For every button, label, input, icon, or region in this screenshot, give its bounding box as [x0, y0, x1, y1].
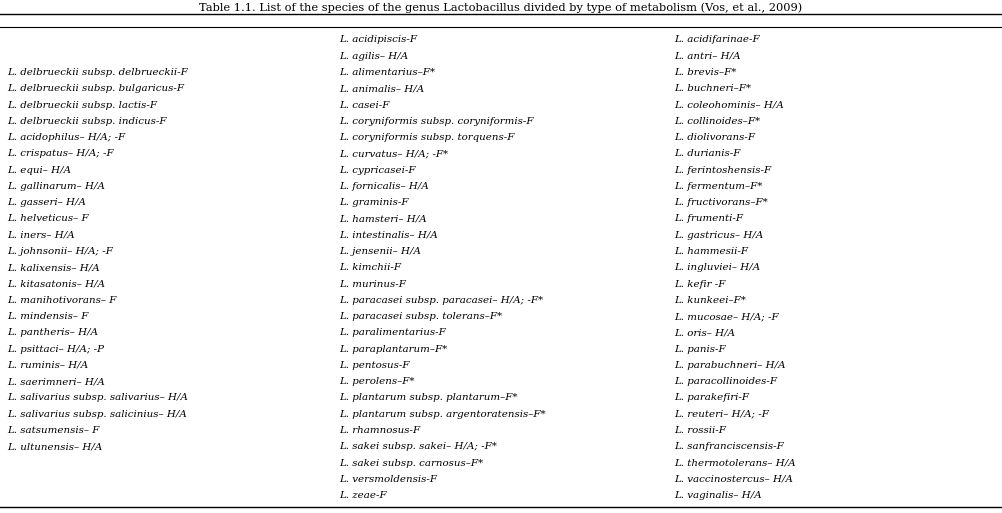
Text: L. coleohominis– H/A: L. coleohominis– H/A	[674, 101, 785, 110]
Text: L. paracasei subsp. tolerans–F*: L. paracasei subsp. tolerans–F*	[339, 312, 502, 321]
Text: L. parakefiri-F: L. parakefiri-F	[674, 393, 749, 403]
Text: L. fructivorans–F*: L. fructivorans–F*	[674, 198, 769, 207]
Text: L. intestinalis– H/A: L. intestinalis– H/A	[339, 231, 438, 240]
Text: L. pantheris– H/A: L. pantheris– H/A	[7, 328, 98, 338]
Text: L. sakei subsp. sakei– H/A; -F*: L. sakei subsp. sakei– H/A; -F*	[339, 442, 497, 451]
Text: L. vaginalis– H/A: L. vaginalis– H/A	[674, 491, 762, 500]
Text: L. ruminis– H/A: L. ruminis– H/A	[7, 361, 88, 370]
Text: L. satsumensis– F: L. satsumensis– F	[7, 426, 99, 435]
Text: L. delbrueckii subsp. bulgaricus-F: L. delbrueckii subsp. bulgaricus-F	[7, 84, 184, 93]
Text: L. ingluviei– H/A: L. ingluviei– H/A	[674, 263, 761, 272]
Text: L. sanfranciscensis-F: L. sanfranciscensis-F	[674, 442, 785, 451]
Text: L. coryniformis subsp. coryniformis-F: L. coryniformis subsp. coryniformis-F	[339, 117, 533, 126]
Text: L. curvatus– H/A; -F*: L. curvatus– H/A; -F*	[339, 149, 448, 159]
Text: L. kunkeei–F*: L. kunkeei–F*	[674, 296, 746, 305]
Text: L. antri– H/A: L. antri– H/A	[674, 52, 740, 61]
Text: L. pentosus-F: L. pentosus-F	[339, 361, 409, 370]
Text: L. acidophilus– H/A; -F: L. acidophilus– H/A; -F	[7, 133, 125, 142]
Text: L. thermotolerans– H/A: L. thermotolerans– H/A	[674, 459, 796, 467]
Text: L. murinus-F: L. murinus-F	[339, 280, 406, 288]
Text: L. agilis– H/A: L. agilis– H/A	[339, 52, 408, 61]
Text: L. johnsonii– H/A; -F: L. johnsonii– H/A; -F	[7, 247, 113, 256]
Text: L. cypricasei-F: L. cypricasei-F	[339, 166, 415, 174]
Text: L. hammesii-F: L. hammesii-F	[674, 247, 748, 256]
Text: Table 1.1. List of the species of the genus Lactobacillus divided by type of met: Table 1.1. List of the species of the ge…	[199, 3, 803, 13]
Text: L. animalis– H/A: L. animalis– H/A	[339, 84, 424, 93]
Text: L. hamsteri– H/A: L. hamsteri– H/A	[339, 214, 426, 224]
Text: L. versmoldensis-F: L. versmoldensis-F	[339, 475, 437, 484]
Text: L. acidipiscis-F: L. acidipiscis-F	[339, 35, 417, 45]
Text: L. kefir -F: L. kefir -F	[674, 280, 725, 288]
Text: L. reuteri– H/A; -F: L. reuteri– H/A; -F	[674, 410, 770, 419]
Text: L. delbrueckii subsp. indicus-F: L. delbrueckii subsp. indicus-F	[7, 117, 166, 126]
Text: L. salivarius subsp. salivarius– H/A: L. salivarius subsp. salivarius– H/A	[7, 393, 188, 403]
Text: L. rossii-F: L. rossii-F	[674, 426, 726, 435]
Text: L. collinoides–F*: L. collinoides–F*	[674, 117, 761, 126]
Text: L. paralimentarius-F: L. paralimentarius-F	[339, 328, 446, 338]
Text: L. crispatus– H/A; -F: L. crispatus– H/A; -F	[7, 149, 113, 159]
Text: L. diolivorans-F: L. diolivorans-F	[674, 133, 756, 142]
Text: L. mucosae– H/A; -F: L. mucosae– H/A; -F	[674, 312, 779, 321]
Text: L. manihotivorans– F: L. manihotivorans– F	[7, 296, 116, 305]
Text: L. fornicalis– H/A: L. fornicalis– H/A	[339, 182, 429, 191]
Text: L. panis-F: L. panis-F	[674, 345, 726, 353]
Text: L. gallinarum– H/A: L. gallinarum– H/A	[7, 182, 105, 191]
Text: L. graminis-F: L. graminis-F	[339, 198, 408, 207]
Text: L. sakei subsp. carnosus–F*: L. sakei subsp. carnosus–F*	[339, 459, 483, 467]
Text: L. saerimneri– H/A: L. saerimneri– H/A	[7, 377, 105, 386]
Text: L. oris– H/A: L. oris– H/A	[674, 328, 735, 338]
Text: L. paracasei subsp. paracasei– H/A; -F*: L. paracasei subsp. paracasei– H/A; -F*	[339, 296, 543, 305]
Text: L. psittaci– H/A; -P: L. psittaci– H/A; -P	[7, 345, 104, 353]
Text: L. paracollinoides-F: L. paracollinoides-F	[674, 377, 778, 386]
Text: L. gastricus– H/A: L. gastricus– H/A	[674, 231, 764, 240]
Text: L. mindensis– F: L. mindensis– F	[7, 312, 88, 321]
Text: L. kitasatonis– H/A: L. kitasatonis– H/A	[7, 280, 105, 288]
Text: L. rhamnosus-F: L. rhamnosus-F	[339, 426, 420, 435]
Text: L. kimchii-F: L. kimchii-F	[339, 263, 401, 272]
Text: L. casei-F: L. casei-F	[339, 101, 389, 110]
Text: L. zeae-F: L. zeae-F	[339, 491, 387, 500]
Text: L. delbrueckii subsp. delbrueckii-F: L. delbrueckii subsp. delbrueckii-F	[7, 68, 187, 77]
Text: L. paraplantarum–F*: L. paraplantarum–F*	[339, 345, 447, 353]
Text: L. frumenti-F: L. frumenti-F	[674, 214, 743, 224]
Text: L. alimentarius–F*: L. alimentarius–F*	[339, 68, 435, 77]
Text: L. equi– H/A: L. equi– H/A	[7, 166, 71, 174]
Text: L. salivarius subsp. salicinius– H/A: L. salivarius subsp. salicinius– H/A	[7, 410, 186, 419]
Text: L. acidifarinae-F: L. acidifarinae-F	[674, 35, 760, 45]
Text: L. delbrueckii subsp. lactis-F: L. delbrueckii subsp. lactis-F	[7, 101, 157, 110]
Text: L. helveticus– F: L. helveticus– F	[7, 214, 88, 224]
Text: L. iners– H/A: L. iners– H/A	[7, 231, 74, 240]
Text: L. brevis–F*: L. brevis–F*	[674, 68, 736, 77]
Text: L. fermentum–F*: L. fermentum–F*	[674, 182, 763, 191]
Text: L. buchneri–F*: L. buchneri–F*	[674, 84, 752, 93]
Text: L. ferintoshensis-F: L. ferintoshensis-F	[674, 166, 772, 174]
Text: L. durianis-F: L. durianis-F	[674, 149, 740, 159]
Text: L. ultunensis– H/A: L. ultunensis– H/A	[7, 442, 102, 451]
Text: L. coryniformis subsp. torquens-F: L. coryniformis subsp. torquens-F	[339, 133, 514, 142]
Text: L. plantarum subsp. plantarum–F*: L. plantarum subsp. plantarum–F*	[339, 393, 517, 403]
Text: L. perolens–F*: L. perolens–F*	[339, 377, 414, 386]
Text: L. gasseri– H/A: L. gasseri– H/A	[7, 198, 86, 207]
Text: L. plantarum subsp. argentoratensis–F*: L. plantarum subsp. argentoratensis–F*	[339, 410, 545, 419]
Text: L. jensenii– H/A: L. jensenii– H/A	[339, 247, 421, 256]
Text: L. parabuchneri– H/A: L. parabuchneri– H/A	[674, 361, 786, 370]
Text: L. vaccinostercus– H/A: L. vaccinostercus– H/A	[674, 475, 794, 484]
Text: L. kalixensis– H/A: L. kalixensis– H/A	[7, 263, 99, 272]
